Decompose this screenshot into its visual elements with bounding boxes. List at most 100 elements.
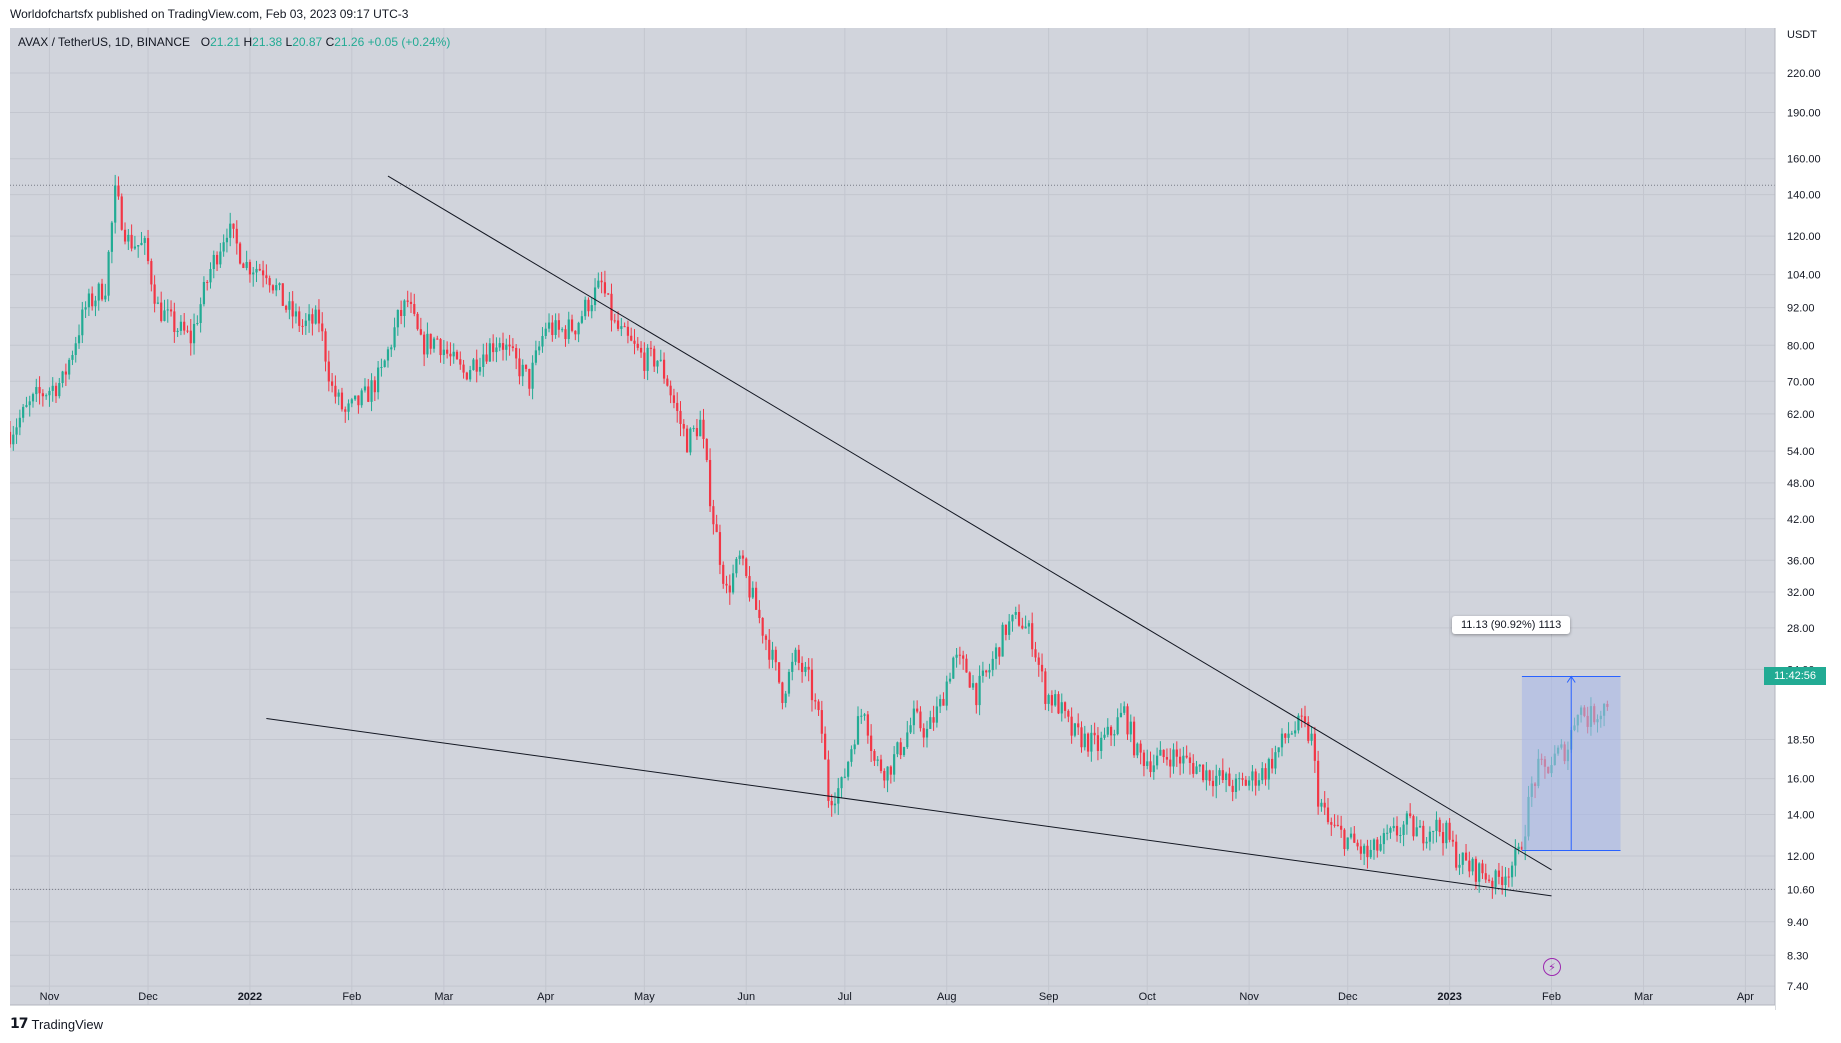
current-price-label: 11:42:56: [1764, 667, 1826, 685]
candle-body: [291, 301, 294, 317]
candle-body: [1386, 832, 1389, 834]
candle-body: [945, 681, 948, 706]
price-tick-label: 62.00: [1787, 409, 1815, 421]
candle-body: [1113, 734, 1116, 736]
candle-body: [515, 347, 518, 359]
candle-body: [350, 399, 353, 404]
time-axis[interactable]: Nov Dec 2022 Feb Mar Apr May Jun Jul Aug Sep Oct Nov…: [10, 991, 1775, 1010]
candle-body: [521, 364, 524, 377]
candle-body: [1192, 762, 1195, 774]
plot-background[interactable]: [10, 28, 1775, 1005]
tradingview-brand[interactable]: TradingView: [31, 1016, 104, 1032]
symbol-name[interactable]: AVAX / TetherUS, 1D, BINANCE: [18, 35, 191, 49]
candle-body: [863, 714, 866, 716]
candle-body: [820, 710, 823, 734]
candle-body: [1425, 841, 1428, 844]
candle-body: [1343, 829, 1346, 850]
candle-body: [524, 364, 528, 369]
candle-body: [1510, 865, 1514, 878]
lightning-icon[interactable]: ⚡: [1543, 958, 1561, 976]
candle-body: [712, 506, 715, 525]
candle-body: [419, 329, 422, 335]
candle-body: [847, 761, 850, 777]
candle-body: [51, 385, 54, 391]
candle-body: [1208, 770, 1211, 781]
candle-body: [1395, 825, 1399, 836]
candle-body: [1287, 733, 1290, 738]
candle-body: [1441, 832, 1445, 844]
price-tick-label: 160.00: [1787, 154, 1821, 166]
symbol-legend: AVAX / TetherUS, 1D, BINANCE O21.21 H21.…: [18, 35, 450, 49]
candle-body: [1017, 612, 1021, 626]
candle-body: [508, 344, 511, 347]
open-label: O: [200, 35, 211, 49]
time-tick-label: Feb: [1542, 991, 1561, 1003]
candle-body: [225, 237, 229, 243]
candle-body: [344, 409, 347, 412]
candle-body: [764, 635, 768, 640]
candle-body: [718, 532, 722, 565]
candle-body: [91, 293, 94, 307]
chart-frame[interactable]: USDT 7.40 8.30 9.40 10.60 12.00 14.00 16.00 18.5…: [10, 28, 1838, 1010]
candle-body: [15, 427, 18, 435]
price-tick-label: 28.00: [1787, 623, 1815, 635]
candle-body: [1205, 770, 1208, 781]
candle-body: [620, 326, 623, 329]
price-axis[interactable]: USDT 7.40 8.30 9.40 10.60 12.00 14.00 16.00 18.5…: [1774, 28, 1838, 1010]
candle-body: [153, 284, 156, 304]
candle-body: [68, 359, 71, 375]
candle-body: [547, 322, 551, 329]
trendlines[interactable]: [266, 175, 1552, 897]
candle-body: [879, 759, 883, 771]
candle-body: [307, 314, 311, 321]
time-tick-label: Dec: [1338, 991, 1358, 1003]
candle-body: [758, 609, 761, 618]
low-label: L: [285, 35, 293, 49]
candle-body: [140, 242, 143, 246]
candle-body: [554, 320, 557, 336]
candle-body: [584, 299, 587, 317]
candle-body: [761, 617, 764, 636]
candle-body: [889, 766, 892, 775]
candle-body: [1271, 758, 1274, 769]
candle-body: [41, 393, 44, 397]
candle-body: [94, 300, 97, 307]
candle-body: [738, 555, 741, 559]
price-tick-label: 8.30: [1787, 950, 1808, 962]
price-tick-label: 12.00: [1787, 851, 1815, 863]
candle-body: [1086, 733, 1090, 752]
candle-body: [1093, 732, 1096, 736]
candle-body: [574, 330, 577, 335]
high-value: 21.38: [252, 35, 283, 49]
candle-body: [1152, 765, 1155, 773]
candle-body: [958, 654, 961, 656]
candle-body: [551, 322, 554, 336]
candle-body: [146, 238, 150, 262]
candle-body: [1077, 723, 1080, 728]
candle-body: [334, 385, 337, 397]
candle-body: [676, 402, 679, 411]
candle-body: [1231, 785, 1234, 792]
measure-box[interactable]: [1521, 675, 1621, 851]
candle-body: [1415, 827, 1418, 837]
candle-body: [472, 359, 475, 371]
candle-body: [1090, 732, 1093, 752]
candle-body: [238, 243, 242, 264]
candle-body: [1372, 839, 1376, 850]
candle-body: [432, 338, 436, 349]
candle-body: [206, 281, 209, 283]
candle-body: [485, 354, 488, 362]
price-chart[interactable]: USDT 7.40 8.30 9.40 10.60 12.00 14.00 16.00 18.5…: [10, 28, 1838, 1010]
time-tick-label: Apr: [537, 991, 554, 1003]
candle-body: [626, 326, 630, 336]
candles[interactable]: [10, 174, 1609, 899]
candle-body: [1218, 770, 1221, 776]
candle-body: [1027, 623, 1031, 627]
candle-body: [985, 670, 988, 673]
time-tick-label: Aug: [937, 991, 957, 1003]
candle-body: [1297, 715, 1300, 731]
candle-body: [1277, 747, 1280, 753]
candle-body: [1280, 733, 1284, 748]
candle-body: [1116, 717, 1119, 735]
candle-body: [593, 287, 597, 306]
